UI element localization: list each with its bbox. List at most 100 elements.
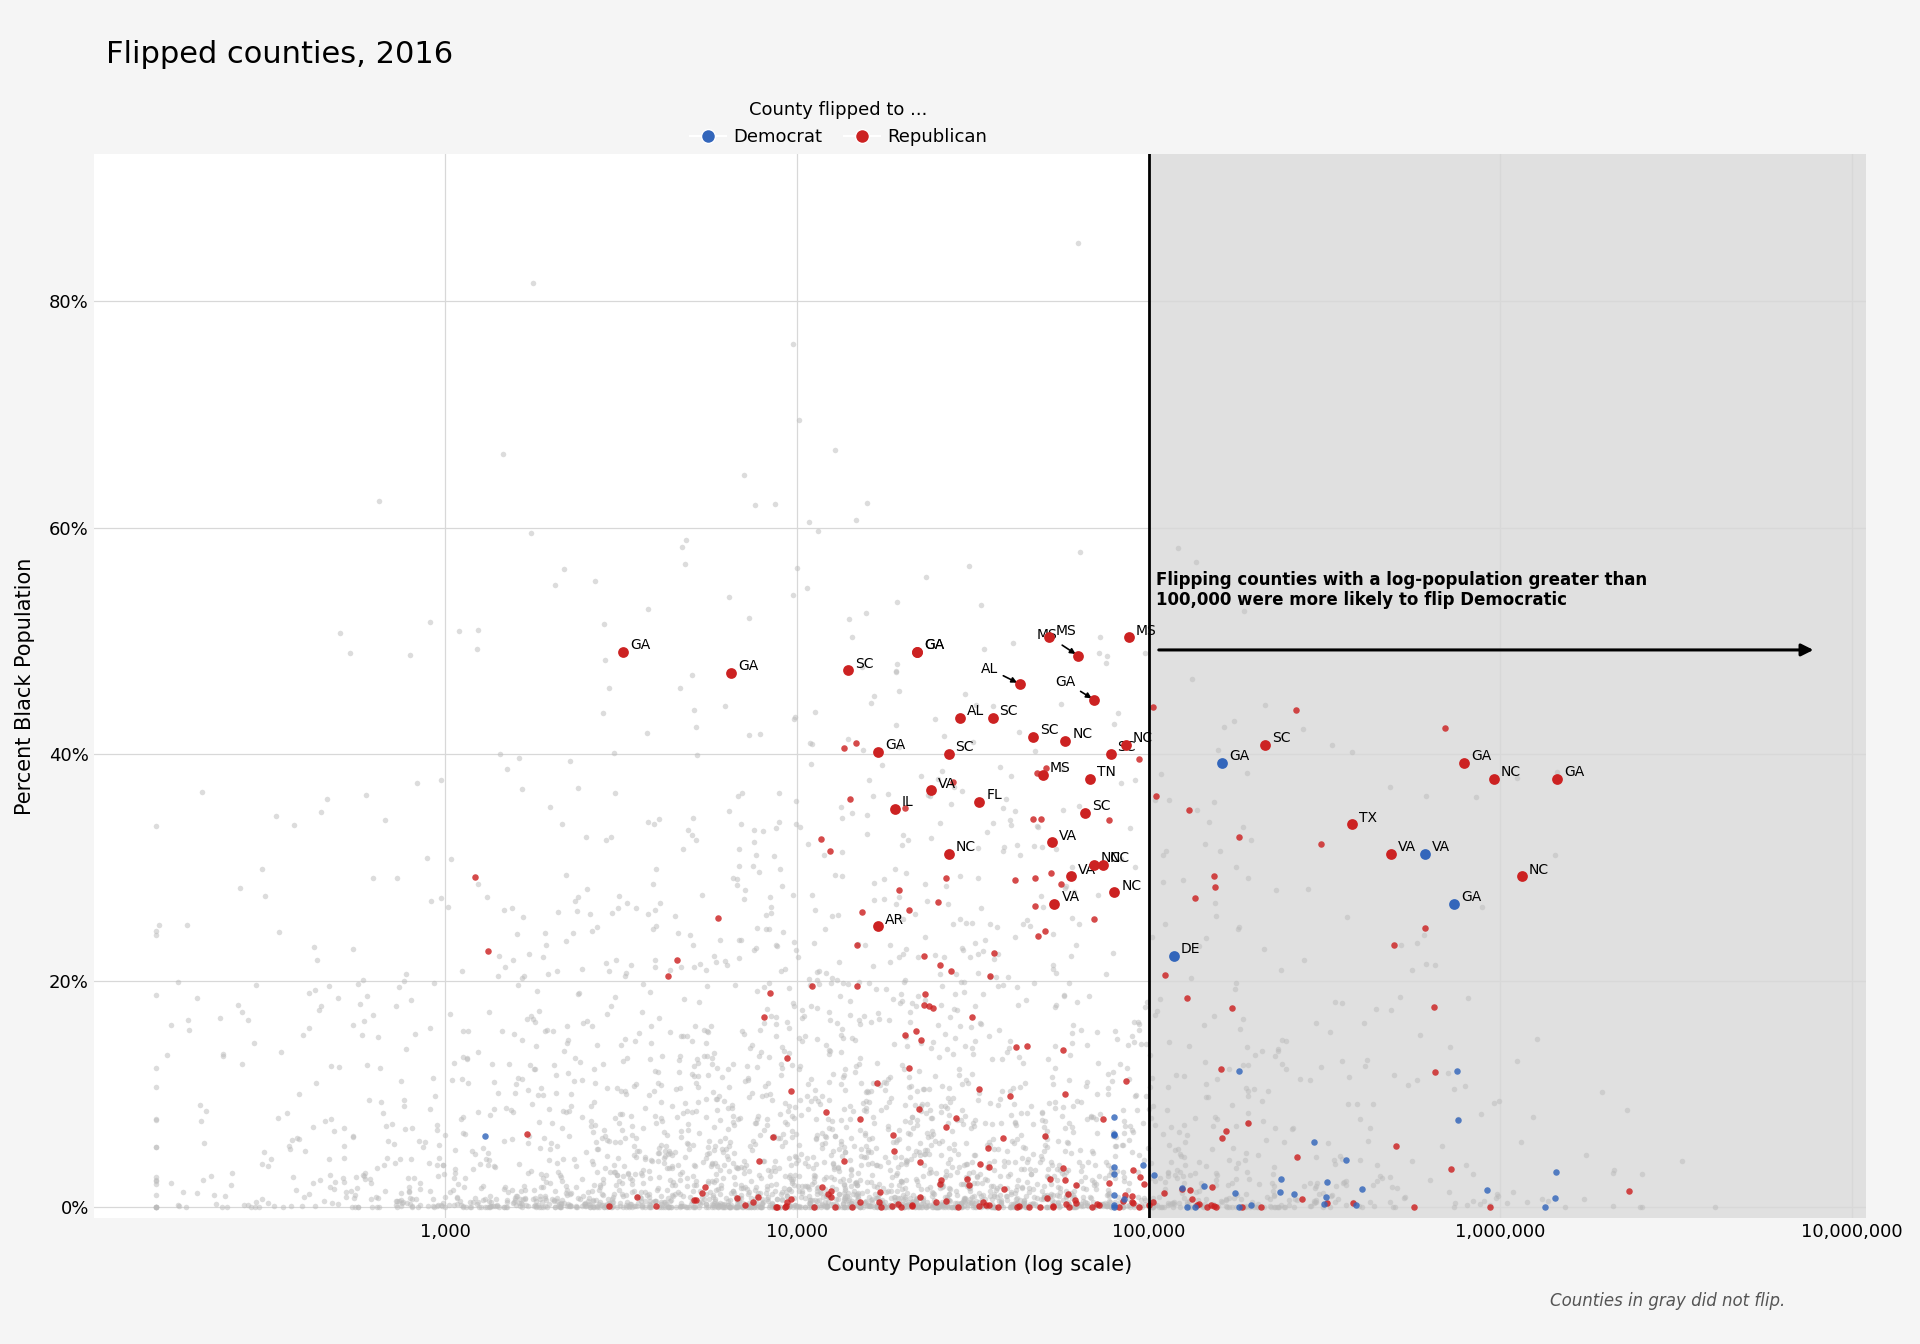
Point <box>488 1179 518 1200</box>
Point <box>964 1082 995 1103</box>
Point <box>1000 926 1031 948</box>
Point <box>760 1025 791 1047</box>
Point <box>879 1189 910 1211</box>
Point <box>1377 1000 1407 1021</box>
Point <box>829 1179 860 1200</box>
Point <box>897 1191 927 1212</box>
Point <box>396 1148 426 1169</box>
Point <box>561 1196 591 1218</box>
Point <box>367 1102 397 1124</box>
Point <box>603 1164 634 1185</box>
Point <box>1056 856 1087 878</box>
Point <box>315 1176 346 1198</box>
Point <box>962 1167 993 1188</box>
Point <box>973 1132 1004 1153</box>
Point <box>745 1183 776 1204</box>
Point <box>1319 1153 1350 1175</box>
Point <box>924 813 954 835</box>
Point <box>1223 827 1254 848</box>
Point <box>574 1187 605 1208</box>
Point <box>960 1172 991 1193</box>
Point <box>641 857 672 879</box>
Point <box>1597 1163 1628 1184</box>
Point <box>626 1187 657 1208</box>
Point <box>634 1167 664 1188</box>
Point <box>1183 1189 1213 1211</box>
Point <box>820 1193 851 1215</box>
Point <box>1396 1150 1427 1172</box>
Point <box>707 1177 737 1199</box>
Point <box>545 1167 576 1188</box>
Point <box>914 1193 945 1215</box>
Point <box>895 1086 925 1107</box>
Point <box>338 938 369 960</box>
Point <box>1188 1175 1219 1196</box>
Point <box>1085 1193 1116 1215</box>
Point <box>1012 1196 1043 1218</box>
Point <box>372 1146 403 1168</box>
Point <box>722 1195 753 1216</box>
Point <box>995 1193 1025 1215</box>
Point <box>445 1189 476 1211</box>
Point <box>804 961 835 982</box>
Point <box>772 1047 803 1068</box>
Point <box>808 1152 839 1173</box>
Point <box>434 1193 465 1215</box>
Point <box>1236 1192 1267 1214</box>
Point <box>975 914 1006 935</box>
Point <box>879 1034 910 1055</box>
Point <box>1052 1193 1083 1215</box>
Point <box>979 1196 1010 1218</box>
Point <box>841 1183 872 1204</box>
Point <box>770 1181 801 1203</box>
Point <box>591 953 622 974</box>
Point <box>828 1196 858 1218</box>
Point <box>689 1193 720 1215</box>
Point <box>180 986 211 1008</box>
Point <box>1319 1149 1350 1171</box>
Point <box>1035 1173 1066 1195</box>
Point <box>1250 694 1281 715</box>
Point <box>1204 841 1235 863</box>
Point <box>1010 1191 1041 1212</box>
Point <box>766 960 797 981</box>
Point <box>582 1189 612 1211</box>
Point <box>770 958 801 980</box>
Point <box>749 1150 780 1172</box>
Text: GA: GA <box>1461 890 1482 905</box>
Point <box>666 536 697 558</box>
Point <box>933 1189 964 1211</box>
Point <box>770 1111 801 1133</box>
Point <box>493 1181 524 1203</box>
Text: VA: VA <box>1432 840 1450 853</box>
Point <box>772 1185 803 1207</box>
Point <box>879 1187 910 1208</box>
Point <box>549 1192 580 1214</box>
Point <box>643 1137 674 1159</box>
Point <box>789 1005 820 1027</box>
Point <box>776 1153 806 1175</box>
Point <box>668 1196 699 1218</box>
Point <box>1302 1191 1332 1212</box>
Point <box>701 1089 732 1110</box>
Point <box>904 1095 935 1117</box>
Point <box>860 1184 891 1206</box>
Point <box>891 1150 922 1172</box>
Point <box>611 892 641 914</box>
Point <box>793 1192 824 1214</box>
Point <box>1100 1020 1131 1042</box>
Point <box>1039 1058 1069 1079</box>
Point <box>991 1185 1021 1207</box>
Point <box>1121 1099 1152 1121</box>
Point <box>588 1168 618 1189</box>
Text: MS: MS <box>1137 624 1156 637</box>
Point <box>801 1028 831 1050</box>
Point <box>507 778 538 800</box>
Point <box>760 1013 791 1035</box>
Point <box>1137 1107 1167 1129</box>
Point <box>693 1169 724 1191</box>
Point <box>862 1154 893 1176</box>
Point <box>1131 1034 1162 1055</box>
Point <box>1457 1164 1488 1185</box>
Point <box>933 1113 964 1134</box>
